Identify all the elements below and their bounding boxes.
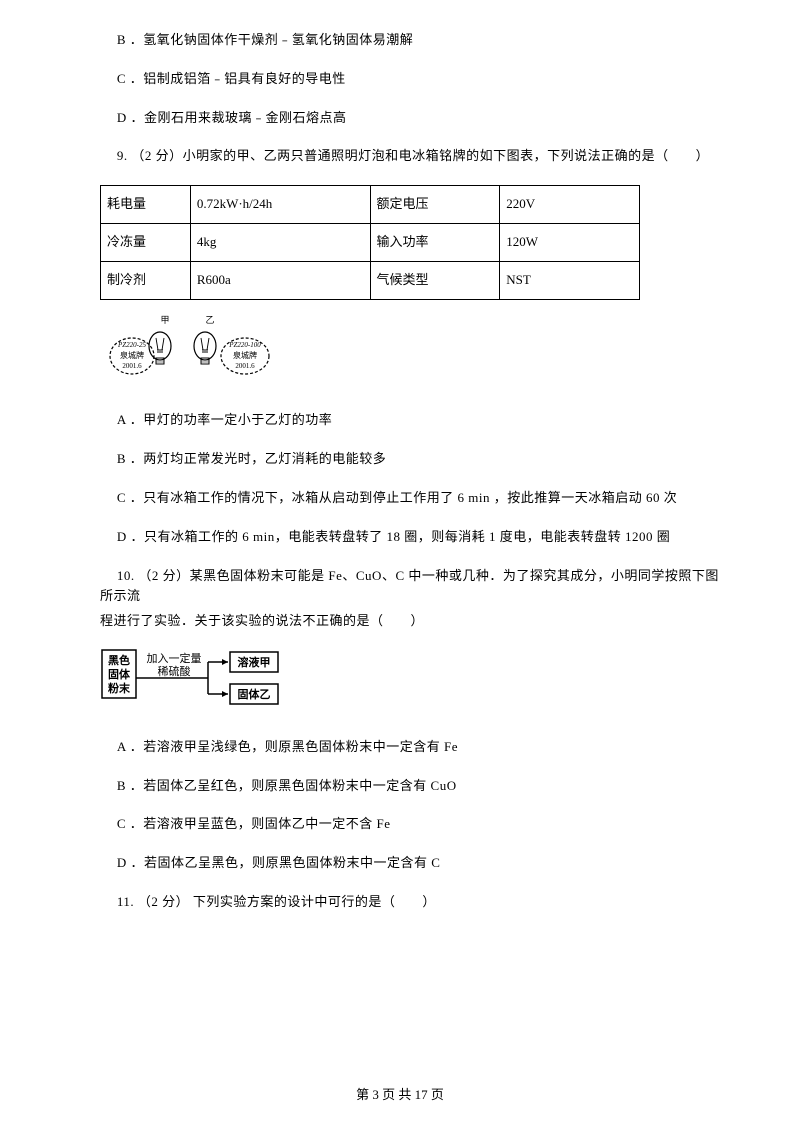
q10-b: B ．若固体乙呈红色，则原黑色固体粉末中一定含有 CuO — [100, 776, 720, 797]
box1-l3: 粉末 — [108, 681, 131, 695]
q10-stem1: 10. （2 分）某黑色固体粉末可能是 Fe、CuO、C 中一种或几种．为了探究… — [100, 566, 720, 608]
t-r2c4: 120W — [500, 223, 640, 261]
bulb1-bottom: 2001.6 — [122, 362, 142, 370]
q8-option-d: D ．金刚石用来裁玻璃﹣金刚石熔点高 — [100, 108, 720, 129]
t-r3c3: 气候类型 — [370, 261, 500, 299]
box1-l1: 黑色 — [108, 653, 130, 667]
q10-a: A ．若溶液甲呈浅绿色，则原黑色固体粉末中一定含有 Fe — [100, 737, 720, 758]
q9-b: B ．两灯均正常发光时，乙灯消耗的电能较多 — [100, 449, 720, 470]
t-r1c1: 耗电量 — [101, 186, 191, 224]
t-r3c1: 制冷剂 — [101, 261, 191, 299]
page-footer: 第 3 页 共 17 页 — [0, 1085, 800, 1106]
t-r2c2: 4kg — [190, 223, 370, 261]
q10-stem2: 程进行了实验．关于该实验的说法不正确的是（ ） — [100, 611, 720, 632]
q8-option-c: C ．铝制成铝箔﹣铝具有良好的导电性 — [100, 69, 720, 90]
arrow-l2: 稀硫酸 — [158, 664, 191, 678]
bulb2-label: 乙 — [205, 315, 214, 325]
t-r2c3: 输入功率 — [370, 223, 500, 261]
q9-stem: 9. （2 分）小明家的甲、乙两只普通照明灯泡和电冰箱铭牌的如下图表，下列说法正… — [100, 146, 720, 167]
t-r3c2: R600a — [190, 261, 370, 299]
bulb-figure: 甲 PZ220-25 泉城牌 2001.6 乙 PZ220-100 泉城牌 — [100, 314, 720, 393]
q8-option-b: B ．氢氧化钠固体作干燥剂﹣氢氧化钠固体易潮解 — [100, 30, 720, 51]
q10-diagram: 黑色 固体 粉末 加入一定量 稀硫酸 溶液甲 固体乙 — [100, 648, 720, 719]
q9-c: C ．只有冰箱工作的情况下，冰箱从启动到停止工作用了 6 min ，按此推算一天… — [100, 488, 720, 509]
bulb1-spec: PZ220-25 — [117, 341, 147, 349]
q9-a: A ．甲灯的功率一定小于乙灯的功率 — [100, 410, 720, 431]
t-r3c4: NST — [500, 261, 640, 299]
bulb2-spec: PZ220-100 — [228, 341, 261, 349]
q11-stem: 11. （2 分） 下列实验方案的设计中可行的是（ ） — [100, 892, 720, 913]
bulb1-label: 甲 — [160, 315, 169, 325]
bulb2-brand: 泉城牌 — [233, 350, 257, 360]
t-r1c3: 额定电压 — [370, 186, 500, 224]
t-r1c2: 0.72kW·h/24h — [190, 186, 370, 224]
q9-d: D ．只有冰箱工作的 6 min，电能表转盘转了 18 圈，则每消耗 1 度电，… — [100, 527, 720, 548]
q9-table: 耗电量 0.72kW·h/24h 额定电压 220V 冷冻量 4kg 输入功率 … — [100, 185, 720, 299]
q10-c: C ．若溶液甲呈蓝色，则固体乙中一定不含 Fe — [100, 814, 720, 835]
q10-d: D ．若固体乙呈黑色，则原黑色固体粉末中一定含有 C — [100, 853, 720, 874]
bulb2-bottom: 2001.6 — [235, 362, 255, 370]
t-r2c1: 冷冻量 — [101, 223, 191, 261]
bulb1-brand: 泉城牌 — [120, 350, 144, 360]
box1-l2: 固体 — [108, 667, 131, 681]
t-r1c4: 220V — [500, 186, 640, 224]
out1: 溶液甲 — [238, 655, 271, 669]
arrow-l1: 加入一定量 — [147, 651, 202, 665]
out2: 固体乙 — [238, 687, 271, 701]
